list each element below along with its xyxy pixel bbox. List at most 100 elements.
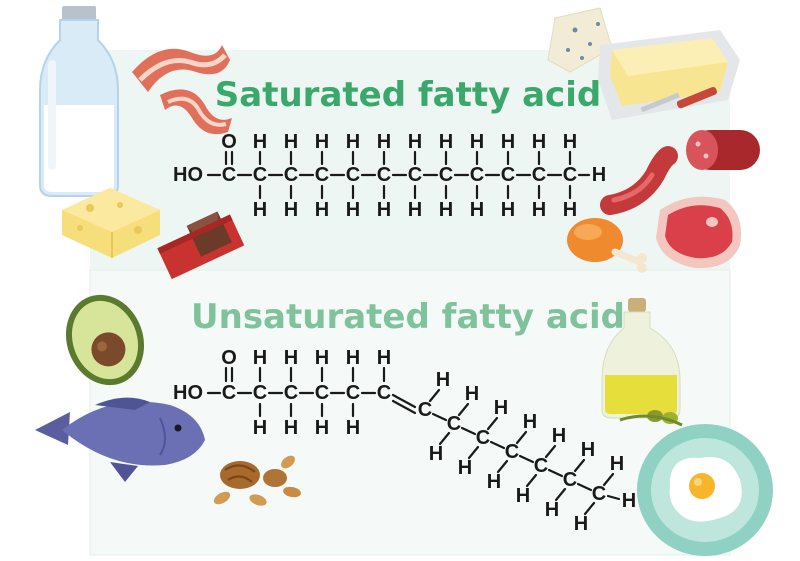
single-bond (576, 482, 593, 492)
hydrogen-atom: H (487, 471, 501, 493)
carbon-atom: C (284, 164, 298, 186)
fish-icon (35, 397, 205, 482)
hydrogen-atom: H (346, 199, 360, 221)
hydrogen-atom: H (284, 199, 298, 221)
single-bond (486, 416, 499, 431)
butter-icon (598, 30, 740, 120)
single-bond (431, 412, 448, 422)
hydrogen-atom: H (465, 383, 479, 405)
hydrogen-atom: H (470, 131, 484, 153)
avocado-icon (65, 294, 145, 386)
hydrogen-atom: H (315, 347, 329, 369)
chocolate-icon (157, 211, 245, 280)
hydrogen-atom: H (581, 439, 595, 461)
olive-oil-icon (601, 298, 683, 427)
cheese-icon (62, 188, 160, 258)
bacon-icon (132, 45, 232, 135)
hydrogen-atom: H (532, 199, 546, 221)
carbon-atom: C (592, 483, 606, 505)
hydrogen-atom: H (436, 369, 450, 391)
hydrogen-atom: H (439, 131, 453, 153)
hydrogen-atom: H (516, 485, 530, 507)
hydrogen-atom: H (284, 417, 298, 439)
oxygen-atom: O (221, 131, 237, 153)
saturated-title: Saturated fatty acid (215, 75, 601, 115)
hydrogen-atom: H (315, 199, 329, 221)
carbon-atom: C (563, 164, 577, 186)
hydrogen-atom: H (377, 347, 391, 369)
double-bond (391, 399, 417, 415)
carbon-atom: C (501, 164, 515, 186)
hydrogen-atom: H (253, 417, 267, 439)
carbon-atom: C (222, 164, 236, 186)
hydrogen-atom: H (377, 131, 391, 153)
single-bond (573, 458, 586, 473)
double-bond (391, 393, 417, 409)
hydrogen-atom: H (523, 411, 537, 433)
carbon-atom: C (439, 164, 453, 186)
carbon-atom: C (315, 164, 329, 186)
carbon-atom: C (408, 164, 422, 186)
hydrogen-atom: H (315, 131, 329, 153)
carbon-atom: C (377, 382, 391, 404)
hydrogen-atom: H (315, 417, 329, 439)
single-bond (525, 473, 538, 488)
hydroxyl-label: HO (173, 382, 203, 404)
hydrogen-atom: H (532, 131, 546, 153)
hydrogen-atom: H (470, 199, 484, 221)
single-bond (518, 454, 535, 464)
carbon-atom: C (253, 164, 267, 186)
single-bond (496, 459, 509, 474)
hydrogen-atom: H (439, 199, 453, 221)
hydrogen-atom: H (501, 199, 515, 221)
hydroxyl-label: HO (173, 164, 203, 186)
nuts-icon (213, 455, 301, 506)
chicken-leg-icon (567, 218, 647, 273)
hydrogen-atom: H (346, 131, 360, 153)
carbon-atom: C (563, 469, 577, 491)
steak-icon (656, 196, 741, 269)
carbon-atom: C (315, 382, 329, 404)
hydrogen-atom: H (346, 417, 360, 439)
unsaturated-title: Unsaturated fatty acid (191, 297, 625, 337)
carbon-atom: C (476, 427, 490, 449)
single-bond (457, 402, 470, 417)
carbon-atom: C (505, 441, 519, 463)
single-bond (544, 444, 557, 459)
carbon-atom: C (418, 399, 432, 421)
carbon-atom: C (346, 382, 360, 404)
single-bond (602, 472, 615, 487)
hydrogen-atom: H (563, 131, 577, 153)
single-bond (428, 388, 441, 403)
single-bond (606, 494, 621, 501)
hydrogen-atom: H (346, 347, 360, 369)
hydrogen-atom: H (253, 347, 267, 369)
hydrogen-atom: H (501, 131, 515, 153)
hydrogen-atom: H (408, 131, 422, 153)
blue-cheese-icon (547, 7, 613, 73)
hydrogen-atom: H (545, 499, 559, 521)
hydrogen-atom: H (284, 347, 298, 369)
single-bond (515, 430, 528, 445)
hydrogen-atom: H (429, 443, 443, 465)
single-bond (583, 501, 596, 516)
hydrogen-atom: H (408, 199, 422, 221)
hydrogen-atom: H (494, 397, 508, 419)
hydrogen-atom: H (610, 453, 624, 475)
carbon-atom: C (346, 164, 360, 186)
hydrogen-atom: H (377, 199, 391, 221)
egg-plate-icon (637, 424, 773, 556)
hydrogen-atom: H (592, 164, 606, 186)
oxygen-atom: O (221, 347, 237, 369)
single-bond (438, 431, 451, 446)
single-bond (467, 445, 480, 460)
carbon-atom: C (534, 455, 548, 477)
sausage-icon (600, 146, 678, 215)
carbon-atom: C (222, 382, 236, 404)
hydrogen-atom: H (574, 513, 588, 535)
hydrogen-atom: H (284, 131, 298, 153)
milk-bottle-icon (39, 6, 119, 197)
